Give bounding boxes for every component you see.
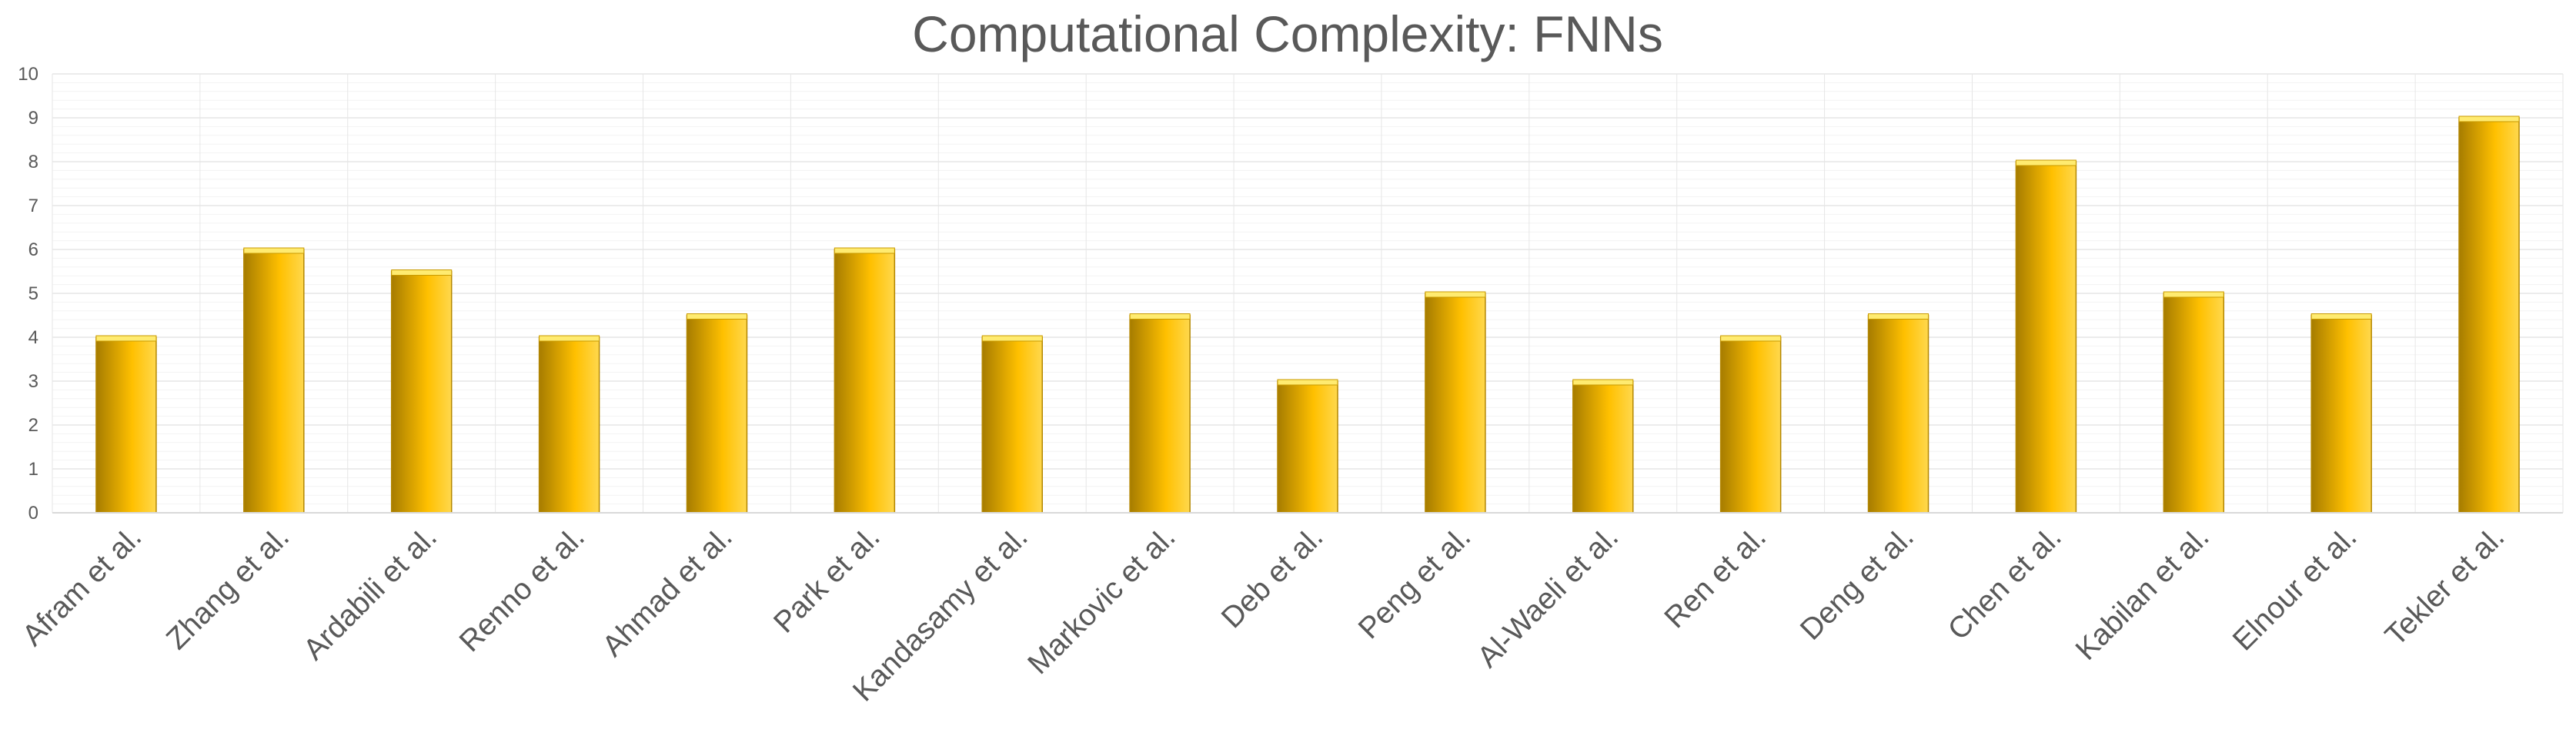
x-category-label: Ardabili et al. [297,520,443,667]
bar-cap [2015,159,2077,166]
y-tick-label: 10 [18,64,38,85]
bar-body [1867,314,1929,514]
bars [95,115,2520,514]
y-tick-label: 9 [28,108,38,129]
bar [2015,159,2077,514]
bar-body [834,249,896,514]
bar-body [243,249,305,514]
bar-body [1719,336,1782,514]
bar [390,269,453,514]
y-tick-label: 1 [28,459,38,480]
bar-body [390,270,453,514]
bar [538,335,600,514]
bar [686,313,748,514]
bar [1277,379,1338,514]
bar-cap [1277,379,1338,386]
bar-body [686,314,748,514]
bar-cap [1572,379,1634,386]
y-tick-label: 5 [28,283,38,304]
x-category-label: Afram et al. [16,520,148,652]
bar [981,335,1043,514]
bar-body [2310,314,2372,514]
bar [834,247,896,514]
bar [243,247,305,514]
bar [1719,335,1782,514]
bar-body [2458,117,2520,514]
y-tick-label: 8 [28,152,38,172]
y-tick-label: 7 [28,196,38,216]
y-tick-label: 0 [28,503,38,524]
x-category-label: Deng et al. [1794,520,1920,647]
bar-body [981,336,1043,514]
x-category-label: Peng et al. [1352,520,1477,645]
bar-cap [391,269,453,276]
x-category-label: Deb et al. [1215,520,1329,634]
bar-body [1129,314,1191,514]
x-category-label: Chen et al. [1942,520,2068,647]
x-category-label: Park et al. [767,520,887,640]
bar-body [1425,293,1486,514]
bar-cap [1425,291,1486,298]
x-category-label: Kabilan et al. [2070,520,2216,667]
x-axis-labels: Afram et al. Zhang et al. Ardabili et al. R… [16,520,2511,708]
x-category-label: Zhang et al. [160,520,296,656]
x-category-label: Ren et al. [1659,520,1772,634]
y-tick-label: 3 [28,371,38,392]
y-tick-label: 6 [28,239,38,260]
chart-title: Computational Complexity: FNNs [912,5,1663,62]
bar-cap [834,247,895,254]
x-category-label: Markovic et al. [1021,520,1181,681]
x-category-label: Tekler et al. [2379,520,2511,652]
bar-cap [95,335,157,342]
y-tick-label: 2 [28,415,38,436]
x-category-label: Ahmad et al. [596,520,739,663]
bar [1867,313,1929,514]
x-category-label: Renno et al. [453,520,591,658]
bar [1572,379,1634,514]
bar [1425,291,1486,514]
bar-body [2163,293,2225,514]
y-axis-ticks: 0 1 2 3 4 5 6 7 8 9 10 [18,64,38,524]
bar-cap [2458,115,2520,122]
bar [2458,115,2520,514]
bar [2310,313,2372,514]
bar-cap [686,313,747,320]
bar-cap [243,247,305,254]
bar-cap [2163,291,2224,298]
bar-body [1572,380,1634,514]
x-category-label: Elnour et al. [2227,520,2364,658]
x-category-label: Al-Waeli et al. [1472,520,1625,674]
bar-body [1277,380,1338,514]
bar-cap [539,335,600,342]
bar-cap [2310,313,2372,320]
bar-cap [1129,313,1191,320]
bar [95,335,157,514]
bar-body [538,336,600,514]
bar-cap [1868,313,1929,320]
bar [2163,291,2225,514]
bar-body [95,336,157,514]
bar [1129,313,1191,514]
grid [52,73,2564,514]
bar-cap [981,335,1043,342]
bar-body [2015,161,2077,514]
bar-cap [1720,335,1782,342]
y-tick-label: 4 [28,327,38,348]
